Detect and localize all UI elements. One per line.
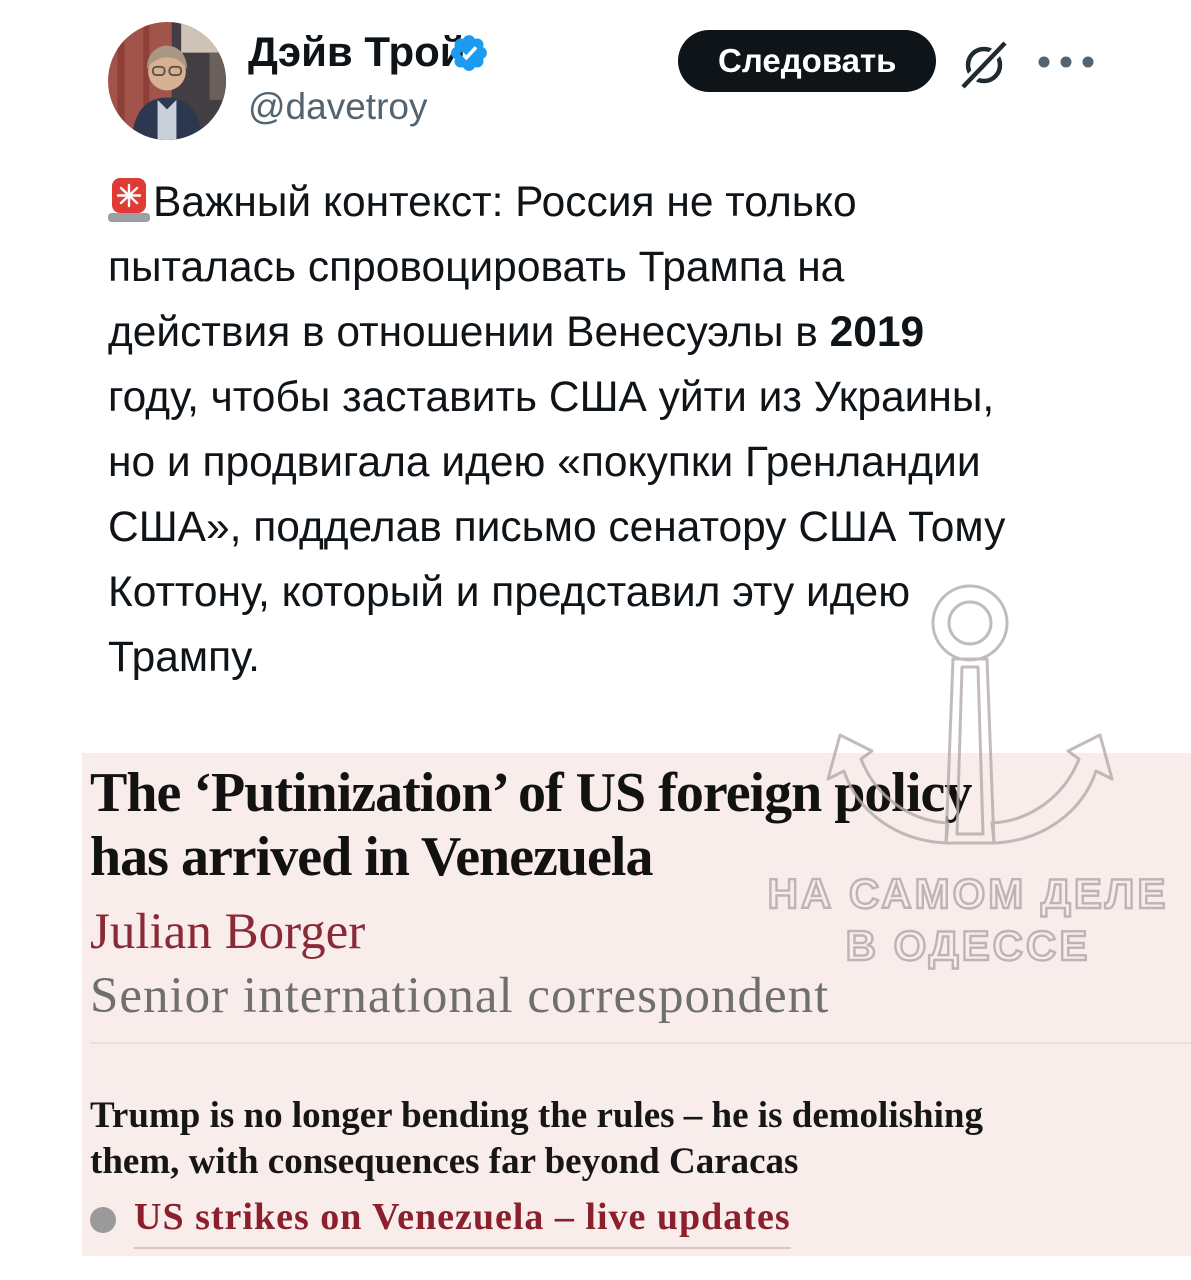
avatar[interactable] [108,22,226,140]
tweet-text-line: Коттону, который и представил эту идею [108,569,911,616]
tweet-text-line: Важный контекст: Россия не только [108,170,1138,235]
verified-badge-icon [448,32,490,74]
article-standfirst: Trump is no longer bending the rules – h… [90,1095,983,1182]
live-updates-row: US strikes on Venezuela – live updates [90,1195,791,1249]
police-light-emoji-icon [108,177,150,242]
divider [90,1042,1191,1044]
bullet-dot-icon [90,1207,116,1233]
tweet-text-line: пыталась спровоцировать Трампа на [108,244,845,291]
follow-button[interactable]: Следовать [678,30,937,92]
display-name[interactable]: Дэйв Трой [248,28,466,75]
tweet-text-line: но и продвигала идею «покупки Гренландии [108,439,981,486]
user-handle[interactable]: @davetroy [248,86,428,127]
article-card-image[interactable]: The ‘Putinization’ of US foreign policy … [82,753,1191,1256]
article-byline: Julian Borger [90,904,366,960]
more-options-icon[interactable] [1034,40,1098,84]
grok-icon[interactable] [956,36,1012,92]
tweet-text: Важный контекст: Россия не только пытала… [108,170,1138,690]
article-byline-role: Senior international correspondent [90,968,830,1024]
tweet-text-line: году, чтобы заставить США уйти из Украин… [108,374,995,421]
tweet-text-line: действия в отношении Венесуэлы в 2019 [108,309,925,356]
tweet-text-line: Трампу. [108,634,260,681]
article-headline: The ‘Putinization’ of US foreign policy … [90,762,972,888]
tweet-text-line: США», подделав письмо сенатору США Тому [108,504,1006,551]
live-updates-link: US strikes on Venezuela – live updates [134,1195,791,1249]
